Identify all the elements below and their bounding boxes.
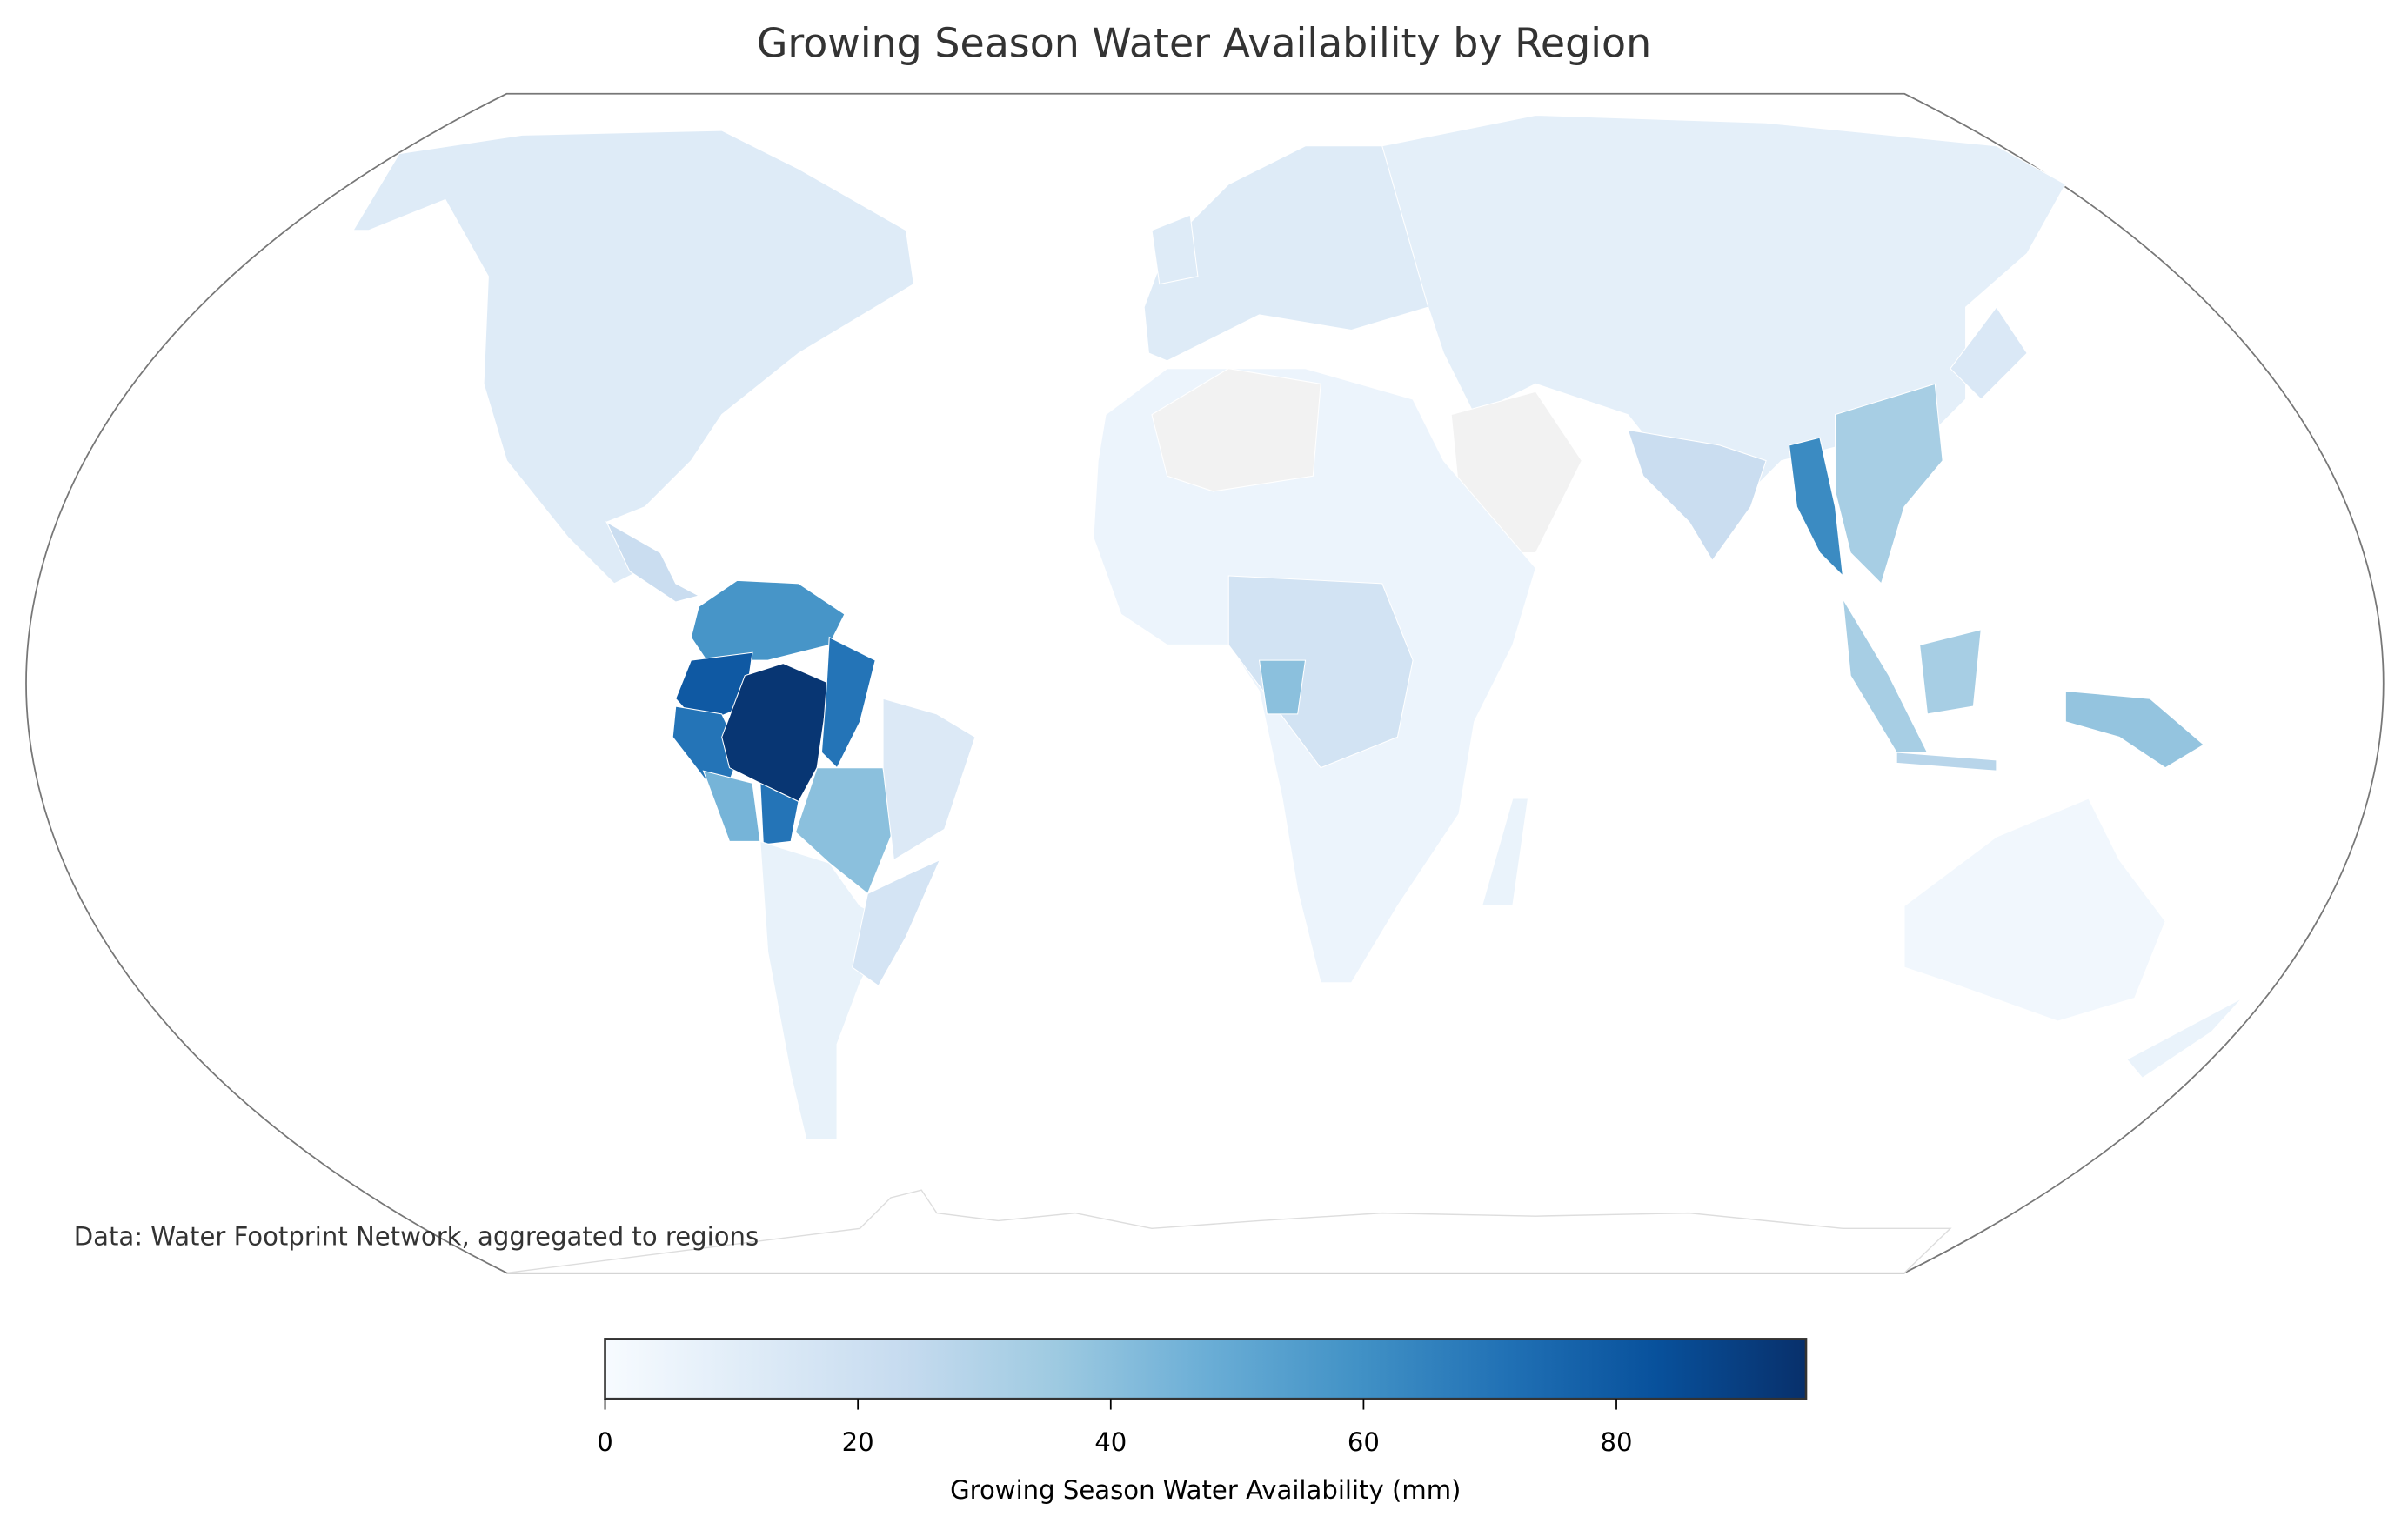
region-r03 xyxy=(605,520,700,603)
colorbar-tick-label: 0 xyxy=(597,1427,613,1457)
region-r02 xyxy=(721,94,1138,216)
colorbar xyxy=(604,1338,1808,1400)
region-layer xyxy=(352,94,2243,1140)
region-r18 xyxy=(1788,437,1844,578)
region-r24 xyxy=(1258,659,1307,715)
data-source-caption: Data: Water Footprint Network, aggregate… xyxy=(74,1222,759,1252)
region-r22 xyxy=(1151,368,1321,492)
colorbar-tick-label: 60 xyxy=(1348,1427,1380,1457)
region-r33 xyxy=(1151,214,1199,285)
region-r28 xyxy=(1896,752,1997,772)
colorbar-tick-label: 80 xyxy=(1601,1427,1633,1457)
region-r30 xyxy=(1903,798,2166,1022)
chart-title: Growing Season Water Availability by Reg… xyxy=(757,19,1651,66)
colorbar-label: Growing Season Water Availability (mm) xyxy=(950,1475,1461,1505)
region-r01 xyxy=(352,130,914,585)
colorbar-tick-label: 20 xyxy=(842,1427,874,1457)
region-r12 xyxy=(882,698,976,861)
region-r19 xyxy=(1835,383,1943,585)
region-r13 xyxy=(759,840,892,1140)
region-r14 xyxy=(852,859,941,987)
region-r17 xyxy=(1627,429,1767,562)
region-r32 xyxy=(1950,306,2028,400)
region-r25 xyxy=(1481,798,1529,907)
region-r31 xyxy=(2126,998,2243,1079)
colorbar-tick-label: 40 xyxy=(1094,1427,1127,1457)
antarctica xyxy=(506,1189,1952,1274)
region-r27 xyxy=(1919,629,1982,715)
colorbar-ticks: 0 20 40 60 80 xyxy=(597,1399,1633,1457)
region-r23 xyxy=(1227,575,1414,769)
region-r10 xyxy=(759,782,799,845)
region-r26 xyxy=(1842,598,1929,753)
region-r29 xyxy=(2064,690,2205,769)
